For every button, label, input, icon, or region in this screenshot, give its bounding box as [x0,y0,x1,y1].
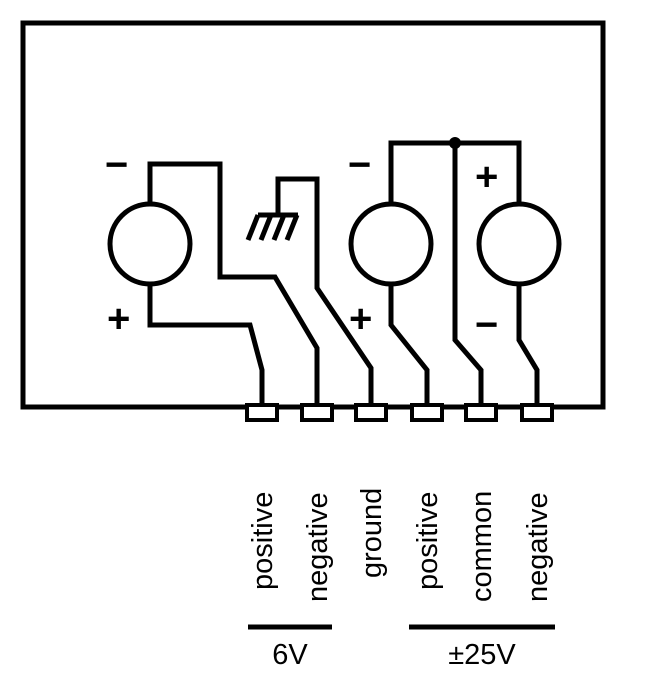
polarity-sign: − [348,143,371,187]
polarity-sign: − [475,303,498,347]
terminal-25v-positive[interactable] [410,403,444,422]
wire-25v-negative [516,285,540,405]
wire-ground [275,176,374,405]
terminal-label: common [466,491,498,602]
terminal-label: negative [522,492,554,602]
terminal-ground[interactable] [354,403,388,422]
group-label-25v: ±25V [448,639,516,671]
terminal-6v-positive[interactable] [245,403,279,422]
wire-25v-common [452,143,484,405]
terminal-6v-negative[interactable] [300,403,334,422]
voltage-source-6v [107,201,193,287]
voltage-source-25v-negative [476,201,562,287]
wire-25v-positive [388,285,430,405]
terminal-label: ground [356,488,388,578]
terminal-25v-common[interactable] [464,403,498,422]
polarity-sign: − [105,143,128,187]
polarity-sign: + [349,297,372,341]
voltage-source-25v-positive [348,201,434,287]
group-label-6v: 6V [272,639,308,671]
wiring [147,140,540,405]
terminal-label: positive [247,492,279,590]
terminal-25v-negative[interactable] [520,403,554,422]
wire-6v-negative [147,161,320,405]
terminal-row [245,403,554,422]
ground-symbol-icon [245,212,300,241]
polarity-sign: + [107,297,130,341]
terminal-label: negative [302,492,334,602]
junction-dot [449,137,461,149]
polarity-sign: + [475,155,498,199]
terminal-label: positive [412,492,444,590]
wire-6v-positive [147,285,265,405]
